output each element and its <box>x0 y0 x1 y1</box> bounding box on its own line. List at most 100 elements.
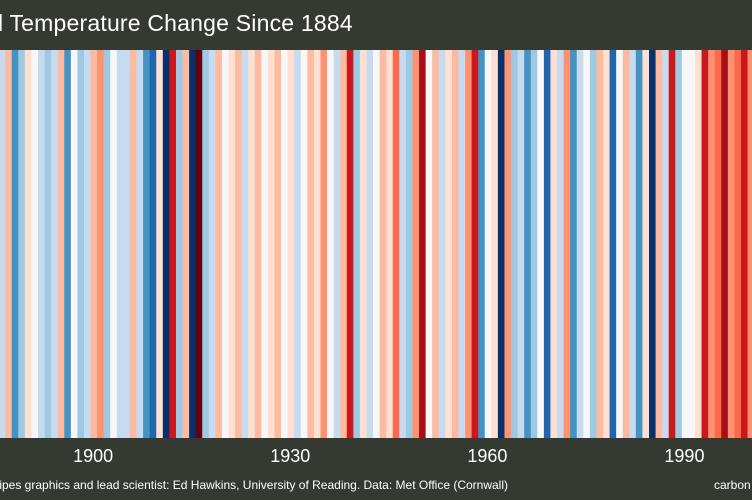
stripe-1956 <box>465 50 473 438</box>
stripe-1945 <box>392 50 400 438</box>
stripe-1953 <box>445 50 453 438</box>
stripe-1947 <box>405 50 414 438</box>
stripe-1995 <box>721 50 729 438</box>
stripe-1972 <box>570 50 578 438</box>
stripe-1969 <box>550 50 558 438</box>
stripe-1915 <box>195 50 203 438</box>
tick-label-1990: 1990 <box>664 446 705 466</box>
stripe-1932 <box>307 50 315 438</box>
stripe-1992 <box>701 50 709 438</box>
tick-label-1900: 1900 <box>73 446 114 466</box>
stripe-1885 <box>0 50 6 438</box>
stripe-1899 <box>90 50 98 438</box>
stripe-1906 <box>136 50 144 438</box>
stripe-1898 <box>83 50 92 438</box>
stripe-1903 <box>116 50 124 438</box>
stripe-1912 <box>175 50 184 438</box>
stripe-1985 <box>655 50 663 438</box>
stripe-1948 <box>412 50 420 438</box>
stripe-1946 <box>399 50 407 438</box>
stripe-1893 <box>51 50 59 438</box>
stripe-1994 <box>714 50 722 438</box>
stripe-1916 <box>202 50 210 438</box>
stripe-1964 <box>517 50 525 438</box>
stripe-1925 <box>261 50 269 438</box>
stripe-1910 <box>162 50 170 438</box>
stripe-1887 <box>11 50 19 438</box>
stripe-1967 <box>537 50 545 438</box>
stripe-1942 <box>373 50 381 438</box>
stripe-1971 <box>563 50 571 438</box>
stripe-1922 <box>241 50 249 438</box>
stripe-1927 <box>274 50 282 438</box>
stripe-1938 <box>346 50 354 438</box>
stripe-1978 <box>609 50 617 438</box>
stripe-1959 <box>484 50 492 438</box>
stripe-1955 <box>458 50 466 438</box>
stripe-1949 <box>419 50 427 438</box>
stripe-1921 <box>235 50 243 438</box>
stripe-1936 <box>333 50 341 438</box>
stripe-1997 <box>734 50 742 438</box>
stripe-1935 <box>327 50 335 438</box>
stripe-1988 <box>675 50 683 438</box>
stripe-1954 <box>451 50 460 438</box>
stripe-1960 <box>491 50 499 438</box>
stripe-1999 <box>747 50 752 438</box>
stripe-1983 <box>642 50 650 438</box>
stripe-1982 <box>635 50 644 438</box>
stripe-1968 <box>543 50 552 438</box>
stripe-1993 <box>708 50 716 438</box>
stripe-1980 <box>622 50 630 438</box>
title-bar: ual Temperature Change Since 1884 <box>0 0 752 50</box>
stripe-1963 <box>511 50 519 438</box>
stripe-1886 <box>5 50 13 438</box>
stripe-1970 <box>557 50 565 438</box>
stripe-1914 <box>189 50 197 438</box>
stripe-1976 <box>596 50 604 438</box>
stripe-1973 <box>576 50 584 438</box>
tick-label-1930: 1930 <box>270 446 311 466</box>
stripe-1961 <box>497 50 506 438</box>
stripe-1996 <box>727 50 736 438</box>
stripe-1907 <box>143 50 151 438</box>
stripe-1950 <box>425 50 433 438</box>
stripe-1962 <box>504 50 512 438</box>
stripe-1905 <box>129 50 138 438</box>
stripe-1929 <box>287 50 295 438</box>
stripe-1891 <box>37 50 46 438</box>
stripe-1926 <box>267 50 276 438</box>
stripe-1991 <box>694 50 703 438</box>
stripe-1931 <box>300 50 308 438</box>
stripe-1952 <box>438 50 446 438</box>
stripe-1917 <box>208 50 216 438</box>
stripe-1918 <box>215 50 223 438</box>
stripe-1990 <box>688 50 696 438</box>
stripe-1889 <box>24 50 33 438</box>
stripe-1987 <box>668 50 676 438</box>
stripe-1902 <box>110 50 118 438</box>
credit-text: tripes graphics and lead scientist: Ed H… <box>0 478 508 492</box>
stripe-1940 <box>359 50 368 438</box>
chart-title: ual Temperature Change Since 1884 <box>0 10 353 36</box>
stripe-1979 <box>616 50 624 438</box>
stripe-1966 <box>530 50 538 438</box>
stripe-1900 <box>97 50 105 438</box>
x-axis <box>0 438 752 468</box>
stripe-1908 <box>149 50 157 438</box>
stripe-1974 <box>583 50 591 438</box>
stripe-1930 <box>294 50 302 438</box>
stripe-1977 <box>603 50 611 438</box>
footer <box>0 468 752 500</box>
stripe-1924 <box>254 50 262 438</box>
stripe-1957 <box>471 50 479 438</box>
stripe-1951 <box>432 50 440 438</box>
stripe-1894 <box>57 50 65 438</box>
stripe-1911 <box>169 50 177 438</box>
stripe-1989 <box>681 50 690 438</box>
stripe-1895 <box>64 50 72 438</box>
stripe-1888 <box>18 50 26 438</box>
stripe-1986 <box>662 50 670 438</box>
stripe-1934 <box>320 50 328 438</box>
stripe-1919 <box>221 50 230 438</box>
